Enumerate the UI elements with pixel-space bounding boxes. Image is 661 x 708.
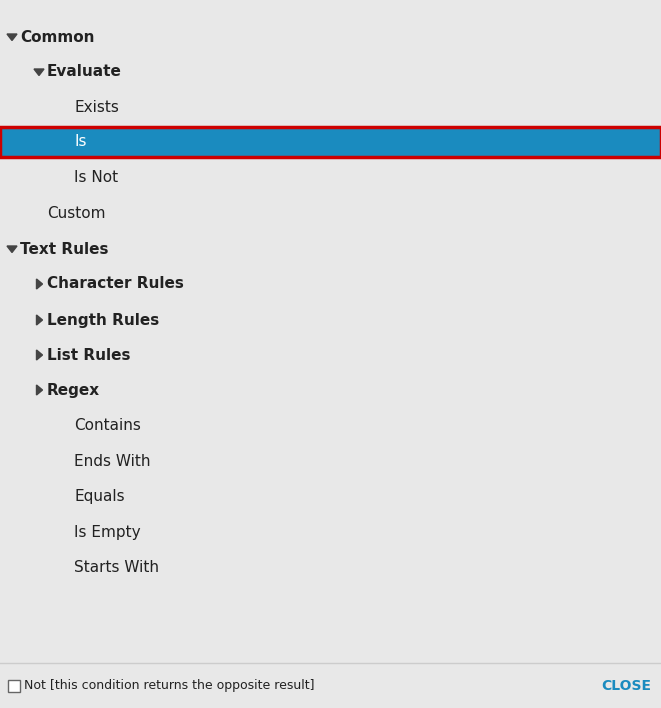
Polygon shape [36, 279, 42, 289]
Text: Equals: Equals [74, 489, 125, 505]
Text: Length Rules: Length Rules [47, 312, 159, 328]
Polygon shape [7, 246, 17, 253]
Polygon shape [36, 385, 42, 395]
Text: Is Not: Is Not [74, 171, 118, 185]
Text: Character Rules: Character Rules [47, 277, 184, 292]
Text: Starts With: Starts With [74, 559, 159, 574]
Text: Regex: Regex [47, 382, 100, 397]
Polygon shape [34, 69, 44, 76]
Text: Common: Common [20, 30, 95, 45]
Text: Ends With: Ends With [74, 454, 151, 469]
Polygon shape [7, 34, 17, 40]
Text: Is Empty: Is Empty [74, 525, 141, 539]
Text: Contains: Contains [74, 418, 141, 433]
Text: Evaluate: Evaluate [47, 64, 122, 79]
Text: Exists: Exists [74, 100, 119, 115]
Text: Custom: Custom [47, 205, 106, 220]
Polygon shape [36, 350, 42, 360]
Bar [0, 127, 661, 157]
Text: List Rules: List Rules [47, 348, 130, 362]
Text: Text Rules: Text Rules [20, 241, 108, 256]
Bar [0, 663, 661, 708]
Polygon shape [36, 315, 42, 325]
Bar [8, 680, 20, 692]
Text: CLOSE: CLOSE [601, 678, 651, 692]
Text: Not [this condition returns the opposite result]: Not [this condition returns the opposite… [24, 679, 315, 692]
Text: Is: Is [74, 135, 87, 149]
